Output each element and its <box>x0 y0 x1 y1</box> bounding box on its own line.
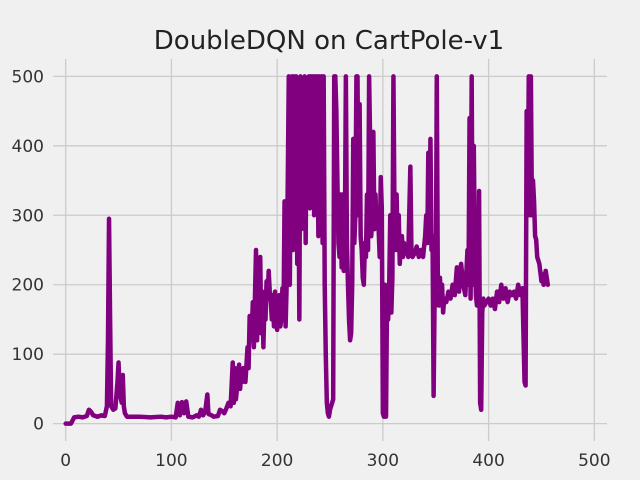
x-tick-label: 100 <box>155 451 187 471</box>
x-tick-label: 500 <box>578 451 610 471</box>
y-axis-ticks: 0 100 200 300 400 500 <box>12 67 44 434</box>
x-axis-ticks: 0 100 200 300 400 500 <box>60 451 610 471</box>
x-tick-label: 200 <box>261 451 293 471</box>
x-tick-label: 0 <box>60 451 71 471</box>
series-line <box>63 74 551 426</box>
y-tick-label: 500 <box>12 67 44 87</box>
chart-title: DoubleDQN on CartPole-v1 <box>154 26 504 56</box>
x-tick-label: 400 <box>472 451 504 471</box>
series-layer <box>63 74 551 426</box>
y-tick-label: 400 <box>12 137 44 157</box>
y-tick-label: 300 <box>12 206 44 226</box>
y-tick-label: 0 <box>33 415 44 435</box>
y-tick-label: 100 <box>12 345 44 365</box>
y-tick-label: 200 <box>12 276 44 296</box>
x-tick-label: 300 <box>367 451 399 471</box>
gridlines <box>53 59 607 441</box>
